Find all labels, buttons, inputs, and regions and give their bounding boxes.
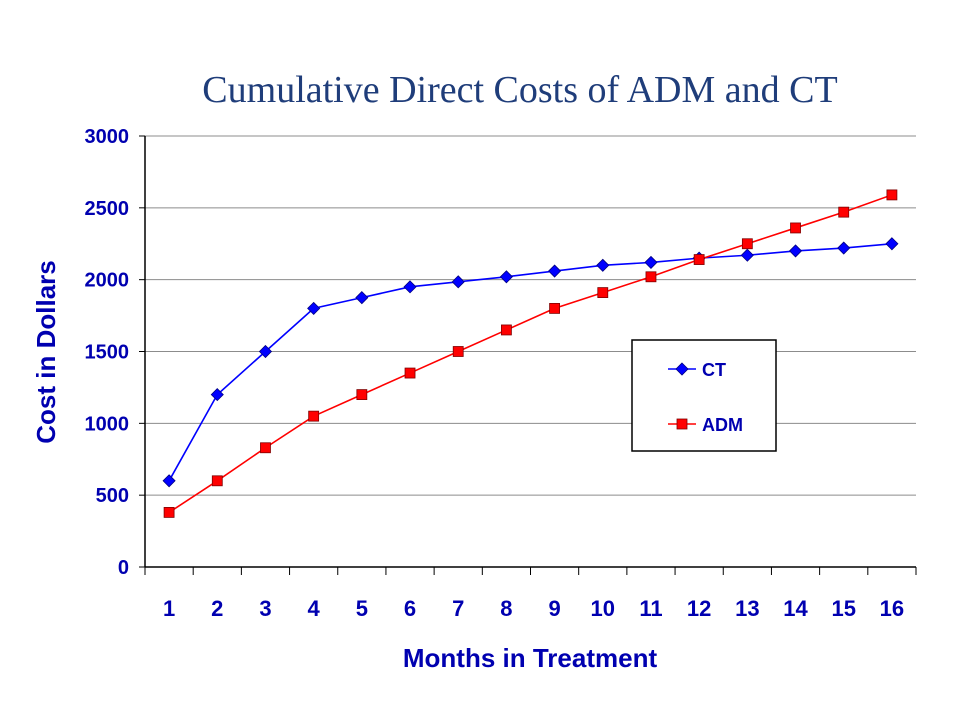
x-tick-label: 12 (687, 596, 711, 621)
legend-marker-ct (675, 362, 689, 376)
x-tick-label: 15 (831, 596, 855, 621)
data-point-ct (548, 264, 562, 278)
data-point-ct (355, 291, 369, 305)
data-point-ct (644, 255, 658, 269)
y-axis-label: Cost in Dollars (31, 260, 61, 443)
y-tick-label: 3000 (85, 126, 130, 148)
data-point-ct (499, 270, 513, 284)
y-tick-label: 2000 (85, 270, 130, 292)
data-point-ct (451, 275, 465, 289)
x-tick-label: 16 (880, 596, 904, 621)
data-point-ct (740, 248, 754, 262)
x-tick-label: 11 (639, 596, 662, 621)
data-point-ct (162, 474, 176, 488)
x-tick-label: 8 (500, 596, 512, 621)
x-tick-label: 9 (548, 596, 560, 621)
x-axis-label: Months in Treatment (403, 643, 658, 673)
legend-label-ct: CT (702, 360, 726, 380)
data-point-adm (501, 324, 512, 336)
data-point-adm (211, 475, 223, 487)
legend-box (631, 339, 777, 452)
data-point-adm (838, 206, 850, 218)
y-tick-label: 1000 (85, 413, 130, 435)
legend-label-adm: ADM (702, 415, 743, 435)
data-point-adm (452, 346, 464, 357)
data-point-adm (597, 287, 609, 298)
gridlines (145, 135, 916, 496)
series-ct (162, 237, 899, 488)
data-point-ct (210, 388, 224, 402)
data-point-adm (260, 442, 271, 454)
data-point-adm (356, 389, 368, 401)
y-tick-label: 1500 (85, 342, 130, 364)
data-point-ct (596, 258, 610, 272)
data-point-ct (403, 280, 417, 294)
x-tick-label: 3 (259, 596, 271, 621)
x-tick-label: 7 (452, 596, 464, 621)
y-tick-label: 0 (118, 557, 129, 579)
data-point-adm (645, 271, 657, 283)
series-group (162, 189, 899, 518)
axes (139, 135, 917, 575)
x-tick-label: 13 (735, 596, 759, 621)
data-point-adm (693, 254, 705, 265)
data-point-adm (790, 222, 801, 234)
data-point-adm (308, 410, 320, 422)
x-tick-labels: 1 2 3 4 5 6 7 8 9 10 11 12 13 14 15 16 (163, 596, 904, 621)
x-tick-label: 4 (308, 596, 321, 621)
y-tick-label: 500 (96, 485, 129, 507)
data-point-adm (886, 189, 898, 201)
data-point-ct (307, 301, 321, 315)
data-point-adm (404, 367, 416, 379)
legend: CT ADM (631, 339, 777, 452)
x-tick-label: 6 (404, 596, 416, 621)
data-point-adm (163, 507, 175, 518)
legend-marker-adm (676, 418, 688, 430)
y-tick-labels: 0 500 1000 1500 2000 2500 3000 (85, 126, 130, 579)
x-tick-label: 1 (163, 596, 175, 621)
data-point-adm (741, 238, 753, 250)
chart-title: Cumulative Direct Costs of ADM and CT (202, 69, 838, 111)
data-point-adm (549, 302, 560, 314)
series-adm (163, 189, 898, 518)
data-point-ct (788, 244, 803, 258)
x-tick-label: 2 (211, 596, 223, 621)
x-tick-label: 14 (783, 596, 808, 621)
y-tick-label: 2500 (85, 198, 130, 220)
x-tick-label: 10 (591, 596, 615, 621)
x-tick-label: 5 (356, 596, 368, 621)
data-point-ct (885, 237, 899, 251)
series-line-ct (168, 242, 892, 482)
data-point-ct (837, 241, 851, 255)
series-line-adm (168, 194, 893, 514)
data-point-ct (258, 344, 273, 359)
